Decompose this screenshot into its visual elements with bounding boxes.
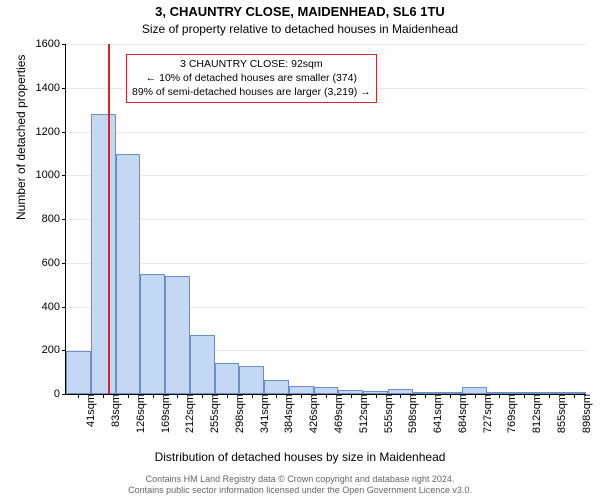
x-tick-label: 598sqm bbox=[404, 394, 419, 433]
histogram-bar bbox=[264, 380, 289, 394]
y-tick-label: 600 bbox=[42, 257, 66, 269]
x-tick-mark bbox=[252, 394, 253, 398]
attribution: Contains HM Land Registry data © Crown c… bbox=[0, 474, 600, 497]
x-tick-mark bbox=[574, 394, 575, 398]
y-tick-label: 400 bbox=[42, 301, 66, 313]
histogram-bar bbox=[289, 386, 314, 394]
x-tick-mark bbox=[425, 394, 426, 398]
histogram-bar bbox=[165, 276, 190, 394]
grid-line bbox=[66, 175, 586, 176]
x-tick-label: 855sqm bbox=[553, 394, 568, 433]
grid-line bbox=[66, 132, 586, 133]
x-tick-mark bbox=[400, 394, 401, 398]
x-tick-mark bbox=[227, 394, 228, 398]
chart-subtitle: Size of property relative to detached ho… bbox=[0, 22, 600, 36]
callout-line: ← 10% of detached houses are smaller (37… bbox=[132, 71, 371, 85]
x-tick-label: 512sqm bbox=[355, 394, 370, 433]
x-axis-label: Distribution of detached houses by size … bbox=[0, 450, 600, 464]
x-tick-mark bbox=[450, 394, 451, 398]
grid-line bbox=[66, 219, 586, 220]
callout-line: 89% of semi-detached houses are larger (… bbox=[132, 85, 371, 99]
x-tick-mark bbox=[153, 394, 154, 398]
x-tick-mark bbox=[351, 394, 352, 398]
x-tick-label: 898sqm bbox=[578, 394, 593, 433]
y-tick-label: 0 bbox=[54, 388, 66, 400]
x-tick-label: 169sqm bbox=[157, 394, 172, 433]
x-tick-mark bbox=[128, 394, 129, 398]
x-tick-label: 212sqm bbox=[181, 394, 196, 433]
chart-title: 3, CHAUNTRY CLOSE, MAIDENHEAD, SL6 1TU bbox=[0, 4, 600, 19]
x-tick-label: 341sqm bbox=[256, 394, 271, 433]
x-tick-label: 769sqm bbox=[503, 394, 518, 433]
callout-box: 3 CHAUNTRY CLOSE: 92sqm← 10% of detached… bbox=[126, 54, 377, 103]
y-tick-label: 1200 bbox=[36, 126, 66, 138]
y-axis-label: Number of detached properties bbox=[14, 55, 28, 220]
x-tick-mark bbox=[549, 394, 550, 398]
histogram-bar bbox=[190, 335, 215, 394]
x-tick-label: 684sqm bbox=[454, 394, 469, 433]
x-tick-label: 41sqm bbox=[82, 394, 97, 427]
x-tick-label: 641sqm bbox=[429, 394, 444, 433]
callout-line: 3 CHAUNTRY CLOSE: 92sqm bbox=[132, 57, 371, 71]
y-tick-label: 200 bbox=[42, 344, 66, 356]
x-tick-mark bbox=[202, 394, 203, 398]
x-tick-label: 298sqm bbox=[231, 394, 246, 433]
x-tick-label: 126sqm bbox=[132, 394, 147, 433]
histogram-bar bbox=[140, 274, 165, 394]
x-tick-label: 255sqm bbox=[206, 394, 221, 433]
x-tick-label: 83sqm bbox=[107, 394, 122, 427]
x-tick-mark bbox=[376, 394, 377, 398]
x-tick-label: 384sqm bbox=[280, 394, 295, 433]
x-tick-mark bbox=[326, 394, 327, 398]
x-tick-mark bbox=[78, 394, 79, 398]
x-tick-mark bbox=[103, 394, 104, 398]
x-tick-label: 469sqm bbox=[330, 394, 345, 433]
x-tick-mark bbox=[177, 394, 178, 398]
x-tick-mark bbox=[301, 394, 302, 398]
x-tick-mark bbox=[475, 394, 476, 398]
y-tick-label: 800 bbox=[42, 213, 66, 225]
grid-line bbox=[66, 44, 586, 45]
y-tick-label: 1400 bbox=[36, 82, 66, 94]
histogram-bar bbox=[66, 351, 91, 394]
x-tick-label: 555sqm bbox=[380, 394, 395, 433]
reference-line bbox=[108, 44, 110, 394]
x-tick-mark bbox=[276, 394, 277, 398]
grid-line bbox=[66, 263, 586, 264]
attribution-line: Contains HM Land Registry data © Crown c… bbox=[0, 474, 600, 485]
histogram-bar bbox=[215, 363, 240, 394]
x-tick-mark bbox=[499, 394, 500, 398]
histogram-bar bbox=[116, 154, 141, 394]
attribution-line: Contains public sector information licen… bbox=[0, 485, 600, 496]
chart-area: 0200400600800100012001400160041sqm83sqm1… bbox=[65, 44, 586, 395]
histogram-bar bbox=[239, 366, 264, 394]
histogram-bar bbox=[91, 114, 116, 394]
x-tick-mark bbox=[524, 394, 525, 398]
y-tick-label: 1600 bbox=[36, 38, 66, 50]
y-tick-label: 1000 bbox=[36, 169, 66, 181]
x-tick-label: 727sqm bbox=[479, 394, 494, 433]
x-tick-label: 812sqm bbox=[528, 394, 543, 433]
x-tick-label: 426sqm bbox=[305, 394, 320, 433]
